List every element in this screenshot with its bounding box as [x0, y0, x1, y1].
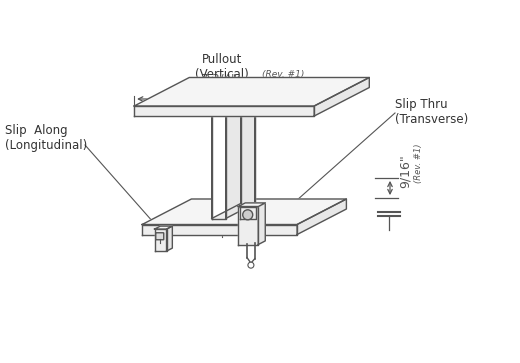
- Polygon shape: [238, 207, 258, 245]
- Polygon shape: [142, 224, 297, 234]
- Polygon shape: [241, 94, 255, 204]
- Polygon shape: [297, 199, 346, 234]
- Polygon shape: [134, 77, 369, 106]
- Polygon shape: [212, 94, 241, 219]
- Polygon shape: [226, 94, 255, 219]
- Text: Slip Thru
(Transverse): Slip Thru (Transverse): [395, 98, 468, 126]
- Circle shape: [243, 210, 253, 220]
- Polygon shape: [134, 106, 314, 116]
- Text: (Rev. #1): (Rev. #1): [413, 143, 422, 183]
- Polygon shape: [238, 203, 265, 207]
- Text: Pullout
(Vertical): Pullout (Vertical): [194, 53, 249, 81]
- Polygon shape: [166, 226, 172, 251]
- Polygon shape: [258, 203, 265, 245]
- Circle shape: [248, 262, 254, 268]
- Polygon shape: [154, 229, 166, 251]
- Text: Slip  Along
(Longitudinal): Slip Along (Longitudinal): [5, 124, 87, 152]
- Text: 7 3/4": 7 3/4": [201, 72, 237, 85]
- Polygon shape: [154, 226, 172, 229]
- Polygon shape: [212, 109, 226, 219]
- Polygon shape: [240, 207, 256, 219]
- Text: (Rev. #1): (Rev. #1): [262, 70, 305, 79]
- Polygon shape: [314, 77, 369, 116]
- Text: 9/16": 9/16": [398, 154, 411, 188]
- FancyBboxPatch shape: [156, 233, 164, 240]
- Polygon shape: [142, 199, 346, 224]
